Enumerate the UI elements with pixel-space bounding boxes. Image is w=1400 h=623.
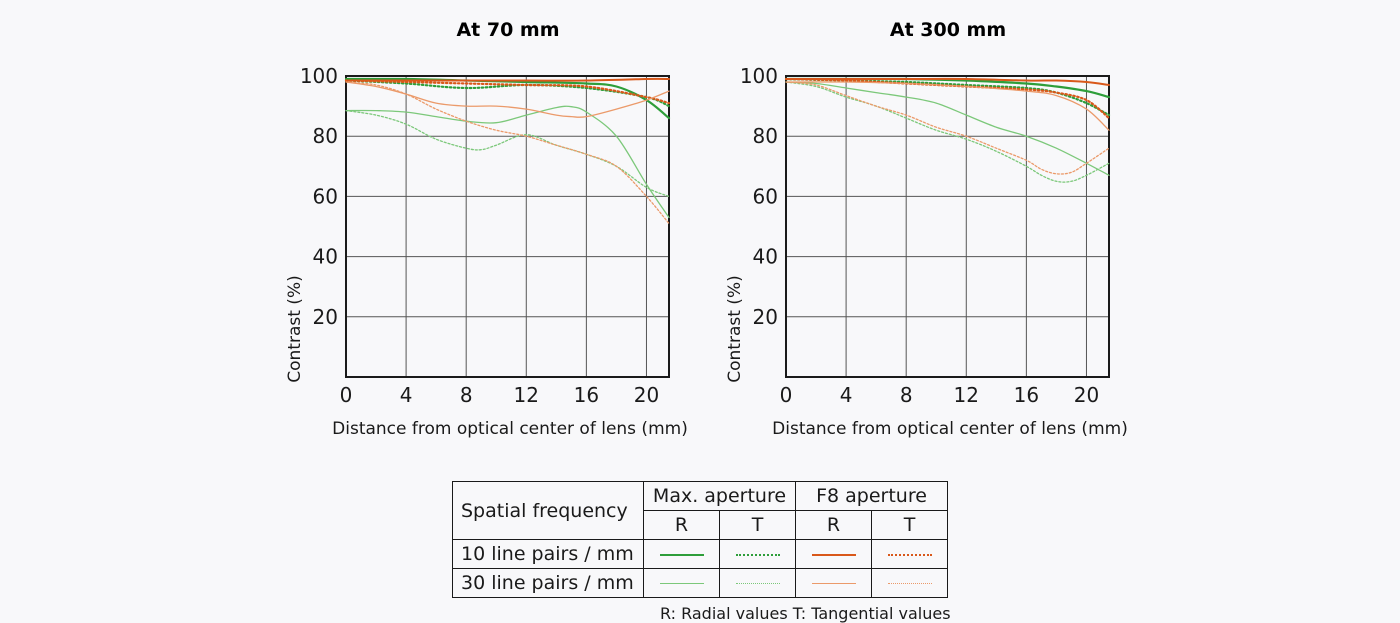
x-tick-label: 12	[514, 383, 539, 407]
y-axis-label: Contrast (%)	[725, 275, 745, 382]
plot-frame	[785, 75, 1110, 378]
legend-swatch-30-max-r	[643, 568, 720, 598]
mtf-chart-70mm: At 70 mm 0 4 8 12 16 20 20 40 60 80 100 Distance f…	[285, 19, 688, 439]
y-tick-label: 100	[740, 64, 778, 88]
light-green-dotted-line-icon	[735, 583, 780, 584]
plot-frame	[345, 75, 670, 378]
chart-title: At 300 mm	[890, 19, 1006, 41]
x-tick-label: 4	[840, 383, 853, 407]
x-tick-label: 12	[954, 383, 979, 407]
orange-dotted-line-icon	[887, 553, 932, 556]
orange-solid-line-icon	[811, 553, 856, 556]
x-tick-label: 16	[1014, 383, 1039, 407]
legend-swatch-10-max-t	[719, 539, 796, 569]
series-line-orange-thin-dotted	[785, 81, 1110, 175]
legend-spatial-header: Spatial frequency	[452, 481, 644, 540]
x-tick-label: 8	[460, 383, 473, 407]
y-tick-label: 40	[313, 245, 338, 269]
x-tick-label: 20	[1074, 383, 1099, 407]
x-tick-label: 20	[634, 383, 659, 407]
legend-swatch-30-max-t	[719, 568, 796, 598]
y-tick-label: 80	[753, 124, 778, 148]
legend-footnote: R: Radial values T: Tangential values	[660, 604, 951, 623]
series-line-orange-dotted	[344, 79, 671, 105]
y-tick-label: 80	[313, 124, 338, 148]
green-dotted-line-icon	[735, 553, 780, 556]
y-tick-label: 100	[300, 64, 338, 88]
x-tick-label: 4	[400, 383, 413, 407]
y-tick-label: 40	[753, 245, 778, 269]
legend-swatch-10-f8-t	[871, 539, 948, 569]
legend-swatch-30-f8-r	[795, 568, 872, 598]
x-tick-label: 0	[780, 383, 793, 407]
legend-swatch-10-f8-r	[795, 539, 872, 569]
series-line-green-thin-dotted	[785, 81, 1110, 183]
legend-f8-aperture-header: F8 aperture	[795, 481, 948, 511]
x-axis-label: Distance from optical center of lens (mm…	[332, 419, 688, 439]
y-axis-label: Contrast (%)	[285, 275, 305, 382]
series-line-orange-solid	[345, 77, 670, 82]
series-line-orange-thin-dotted	[345, 81, 670, 225]
legend-f8-t-header: T	[871, 510, 948, 540]
x-tick-label: 8	[900, 383, 913, 407]
light-orange-dotted-line-icon	[887, 583, 932, 584]
series-line-green-solid	[344, 77, 671, 120]
legend-f8-r-header: R	[795, 510, 872, 540]
series-line-green-thin	[785, 81, 1110, 176]
legend-swatch-30-f8-t	[871, 568, 948, 598]
legend-max-aperture-header: Max. aperture	[643, 481, 796, 511]
y-tick-label: 20	[313, 305, 338, 329]
light-orange-solid-line-icon	[811, 583, 856, 584]
y-tick-label: 60	[313, 184, 338, 208]
legend-max-t-header: T	[719, 510, 796, 540]
y-tick-label: 20	[753, 305, 778, 329]
legend-swatch-10-max-r	[643, 539, 720, 569]
series-line-orange-dotted	[784, 77, 1111, 120]
mtf-chart-300mm: At 300 mm 0 4 8 12 16 20 20 40 60 80 100 Distance …	[725, 19, 1128, 439]
series-line-orange-thin	[785, 81, 1110, 131]
series-line-green-thin-dotted	[345, 109, 670, 198]
legend-row-30lp: 30 line pairs / mm	[452, 568, 644, 598]
x-tick-label: 0	[340, 383, 353, 407]
y-tick-label: 60	[753, 184, 778, 208]
legend-table: Spatial frequency Max. aperture F8 apert…	[452, 481, 948, 598]
legend-row-10lp: 10 line pairs / mm	[452, 539, 644, 569]
green-solid-line-icon	[659, 553, 704, 556]
x-tick-label: 16	[574, 383, 599, 407]
chart-title: At 70 mm	[456, 19, 559, 41]
light-green-solid-line-icon	[659, 583, 704, 584]
series-line-green-thin	[345, 105, 670, 219]
series-line-orange-solid	[785, 77, 1110, 86]
x-axis-label: Distance from optical center of lens (mm…	[772, 419, 1128, 439]
legend-max-r-header: R	[643, 510, 720, 540]
